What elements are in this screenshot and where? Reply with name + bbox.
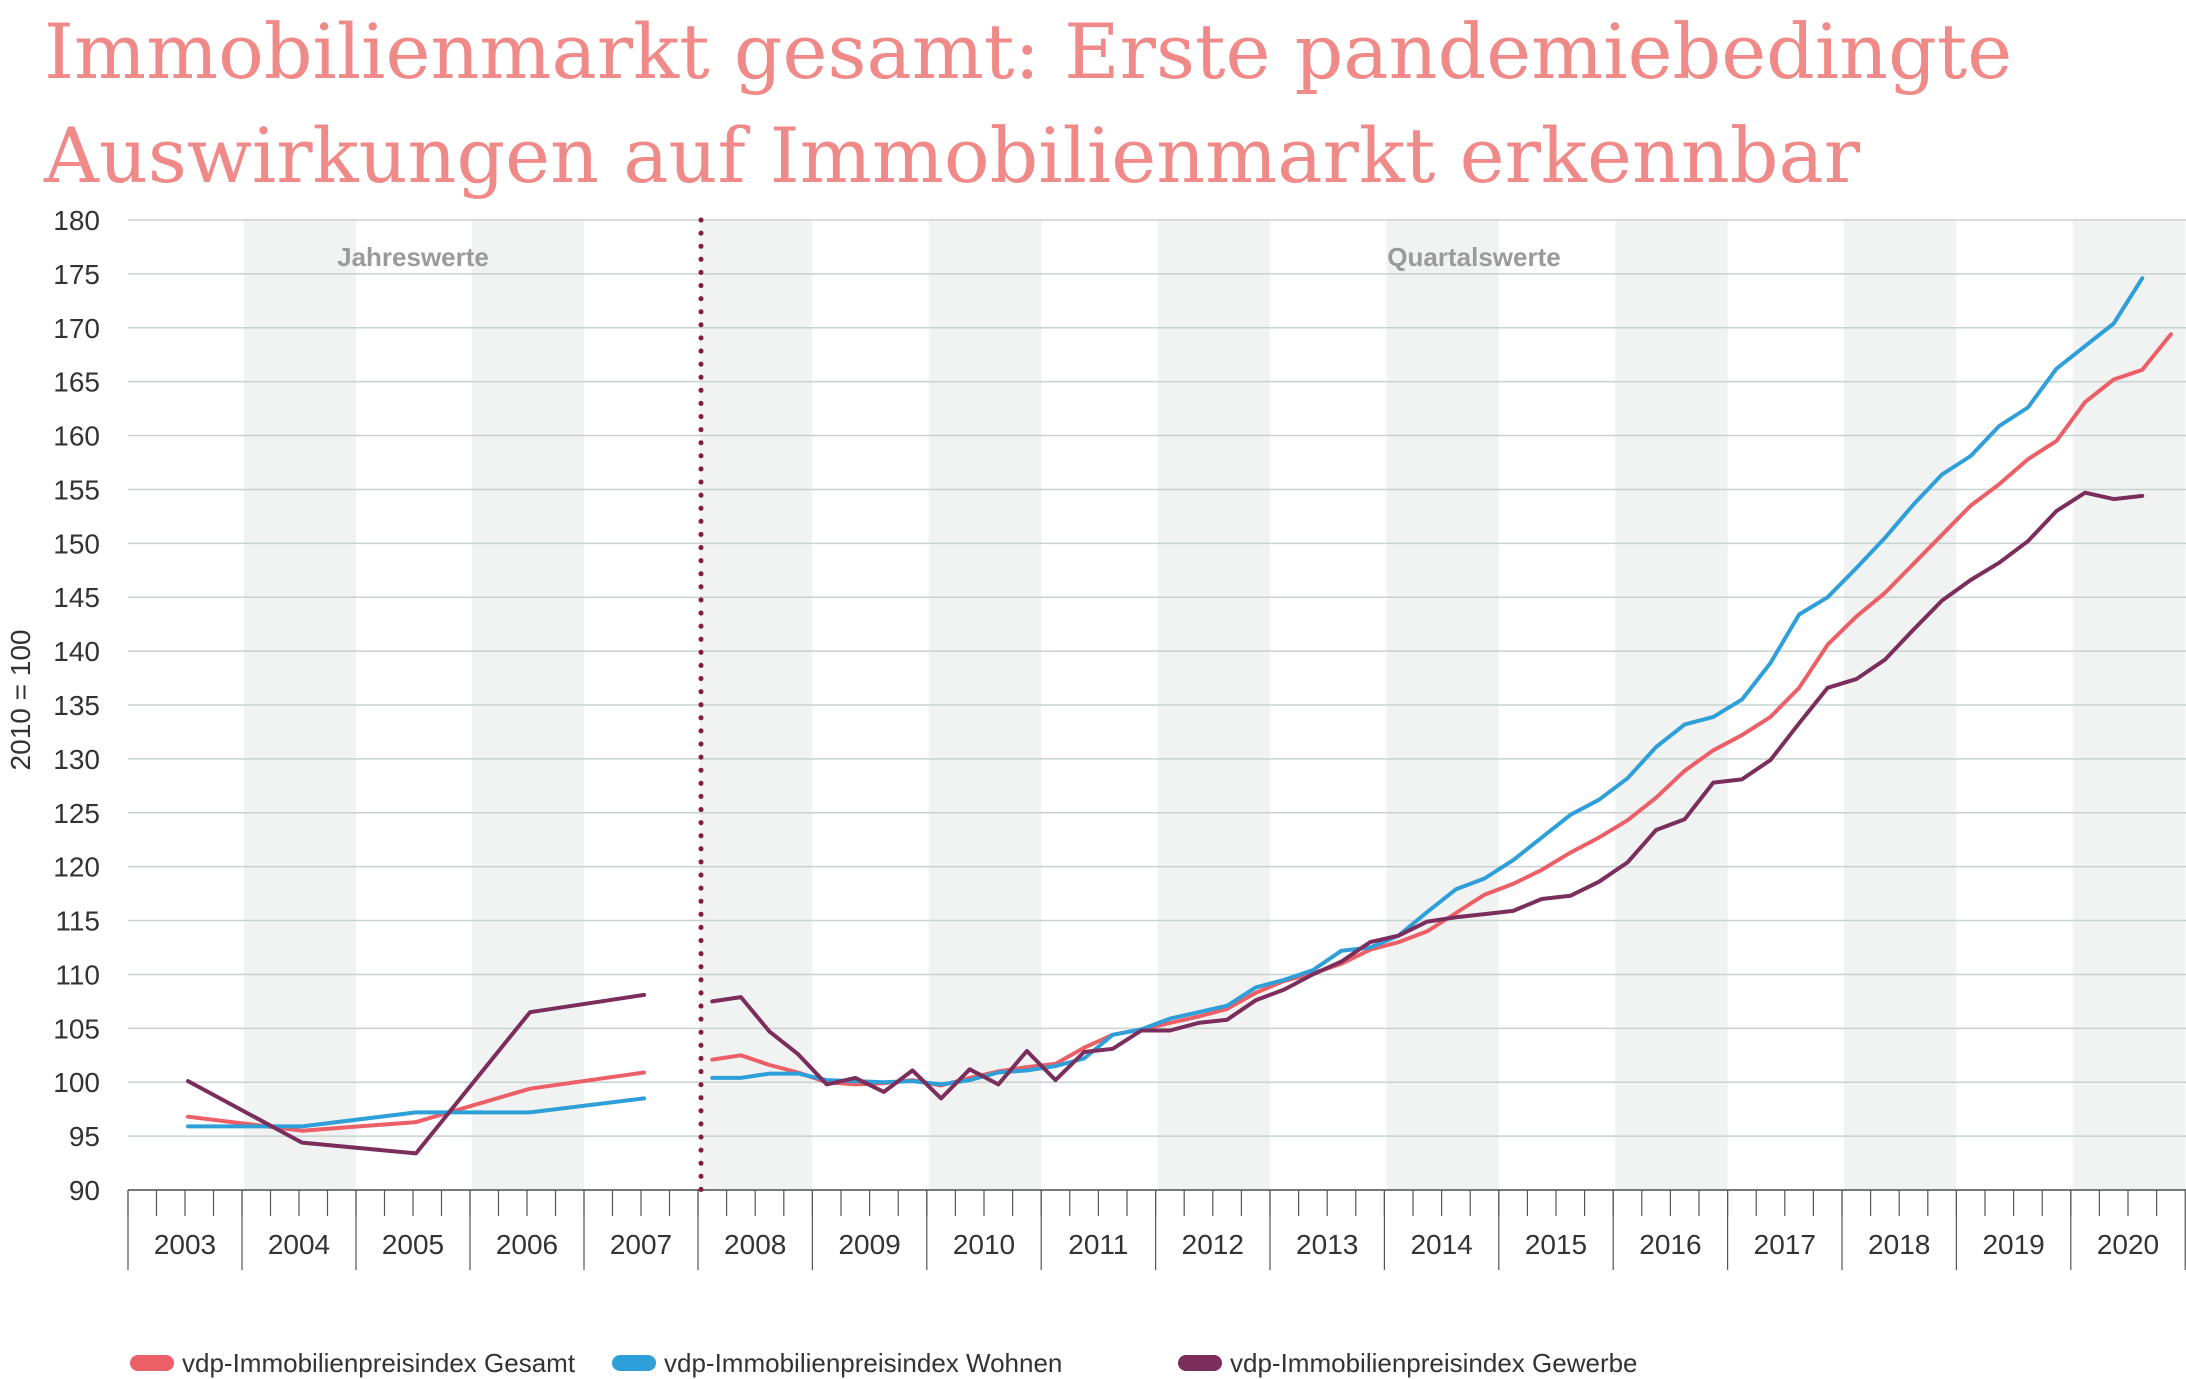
y-tick-label: 145 xyxy=(53,582,100,613)
legend-label-wohnen: vdp-Immobilienpreisindex Wohnen xyxy=(664,1348,1062,1378)
section-label-annual: Jahreswerte xyxy=(337,242,489,272)
y-tick-label: 165 xyxy=(53,367,100,398)
y-tick-label: 170 xyxy=(53,313,100,344)
legend-label-gesamt: vdp-Immobilienpreisindex Gesamt xyxy=(182,1348,576,1378)
x-tick-label: 2006 xyxy=(496,1229,558,1260)
x-tick-label: 2013 xyxy=(1296,1229,1358,1260)
section-label-quarterly: Quartalswerte xyxy=(1387,242,1560,272)
legend-swatch-wohnen xyxy=(612,1355,656,1371)
series-line-gewerbe-annual xyxy=(186,992,646,1156)
y-tick-label: 150 xyxy=(53,528,100,559)
y-axis-label: 2010 = 100 xyxy=(5,630,36,771)
legend-swatch-gesamt xyxy=(130,1355,174,1371)
x-tick-label: 2004 xyxy=(268,1229,330,1260)
x-tick-label: 2019 xyxy=(1982,1229,2044,1260)
y-axis-ticks: 90 95 100 105 110 115 120 125 130 135 140 145 150 155… xyxy=(53,205,100,1206)
x-tick-label: 2010 xyxy=(953,1229,1015,1260)
x-tick-label: 2017 xyxy=(1754,1229,1816,1260)
y-tick-label: 180 xyxy=(53,205,100,236)
y-tick-label: 125 xyxy=(53,798,100,829)
x-tick-label: 2008 xyxy=(724,1229,786,1260)
x-tick-label: 2018 xyxy=(1868,1229,1930,1260)
series-lines xyxy=(186,276,2173,1156)
series-line-gewerbe-quarterly xyxy=(710,490,2145,1101)
x-tick-label: 2007 xyxy=(610,1229,672,1260)
chart-title: Immobilienmarkt gesamt: Erste pandemiebe… xyxy=(44,7,2013,200)
y-tick-label: 105 xyxy=(53,1013,100,1044)
series-line-wohnen-quarterly xyxy=(710,276,2145,1087)
y-tick-label: 155 xyxy=(53,474,100,505)
x-tick-label: 2014 xyxy=(1410,1229,1472,1260)
y-tick-label: 90 xyxy=(69,1175,100,1206)
x-tick-label: 2016 xyxy=(1639,1229,1701,1260)
y-tick-label: 100 xyxy=(53,1067,100,1098)
series-line-wohnen-annual xyxy=(186,1096,646,1129)
x-tick-label: 2020 xyxy=(2097,1229,2159,1260)
x-tick-label: 2009 xyxy=(838,1229,900,1260)
x-tick-label: 2015 xyxy=(1525,1229,1587,1260)
x-axis: 2003 2004 2005 2006 2007 2008 2009 2010 2011 2012… xyxy=(127,1189,2186,1270)
y-tick-label: 130 xyxy=(53,744,100,775)
legend-label-gewerbe: vdp-Immobilienpreisindex Gewerbe xyxy=(1230,1348,1638,1378)
x-tick-label: 2003 xyxy=(154,1229,216,1260)
legend: vdp-Immobilienpreisindex Gesamt vdp-Immob… xyxy=(130,1348,1638,1378)
y-tick-label: 140 xyxy=(53,636,100,667)
legend-swatch-gewerbe xyxy=(1178,1355,1222,1371)
section-labels: Jahreswerte Quartalswerte xyxy=(337,242,1561,272)
y-tick-label: 110 xyxy=(55,959,100,990)
y-tick-label: 95 xyxy=(69,1121,100,1152)
y-tick-label: 115 xyxy=(55,906,100,937)
y-tick-label: 160 xyxy=(53,421,100,452)
y-tick-label: 175 xyxy=(53,259,100,290)
y-tick-label: 135 xyxy=(53,690,100,721)
y-tick-label: 120 xyxy=(53,852,100,883)
x-tick-label: 2005 xyxy=(382,1229,444,1260)
x-tick-label: 2012 xyxy=(1182,1229,1244,1260)
x-tick-label: 2011 xyxy=(1068,1229,1128,1260)
